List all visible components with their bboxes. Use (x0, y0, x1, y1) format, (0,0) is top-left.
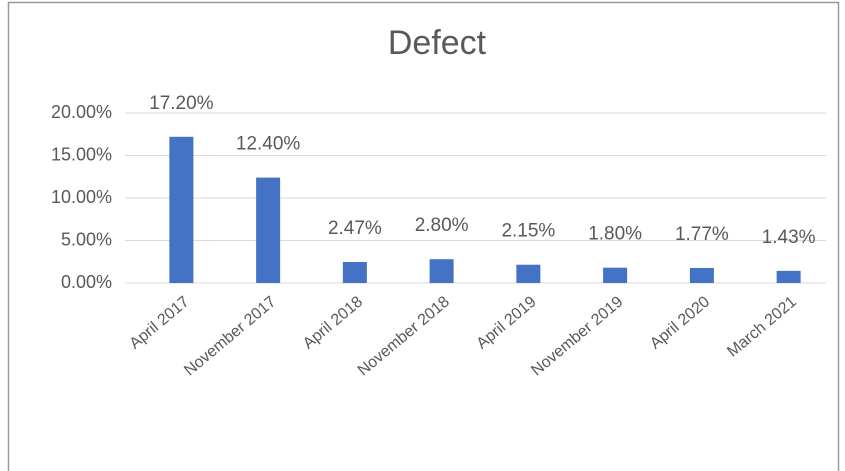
bar (342, 262, 367, 283)
value-label: 2.15% (501, 221, 555, 242)
x-tick-label: April 2020 (647, 293, 713, 352)
x-tick-label: April 2019 (474, 293, 540, 352)
bar (689, 267, 714, 283)
y-tick-label: 20.00% (51, 102, 112, 122)
bar (776, 270, 801, 283)
value-label: 1.43% (762, 227, 816, 248)
value-label: 1.77% (675, 224, 729, 245)
y-tick-label: 5.00% (61, 229, 112, 249)
bar (256, 177, 281, 283)
x-tick-label: April 2017 (127, 293, 193, 352)
x-tick-label: March 2021 (724, 293, 800, 360)
bar (169, 136, 194, 283)
x-tick-label: April 2018 (300, 293, 366, 352)
chart-border (7, 1, 840, 471)
y-tick-label: 10.00% (51, 187, 112, 207)
x-tick-label: November 2018 (355, 293, 453, 379)
bar (429, 259, 454, 283)
chart-title: Defect (388, 24, 487, 62)
value-label: 17.20% (149, 93, 214, 114)
bar (516, 264, 541, 283)
value-label: 2.80% (415, 215, 469, 236)
y-tick-label: 15.00% (51, 144, 112, 164)
value-label: 1.80% (588, 224, 642, 245)
y-tick-label: 0.00% (61, 272, 112, 292)
x-tick-label: November 2017 (181, 293, 279, 379)
x-tick-label: November 2019 (528, 293, 626, 379)
value-label: 2.47% (328, 218, 382, 239)
bar (603, 267, 628, 283)
value-label: 12.40% (236, 134, 301, 155)
